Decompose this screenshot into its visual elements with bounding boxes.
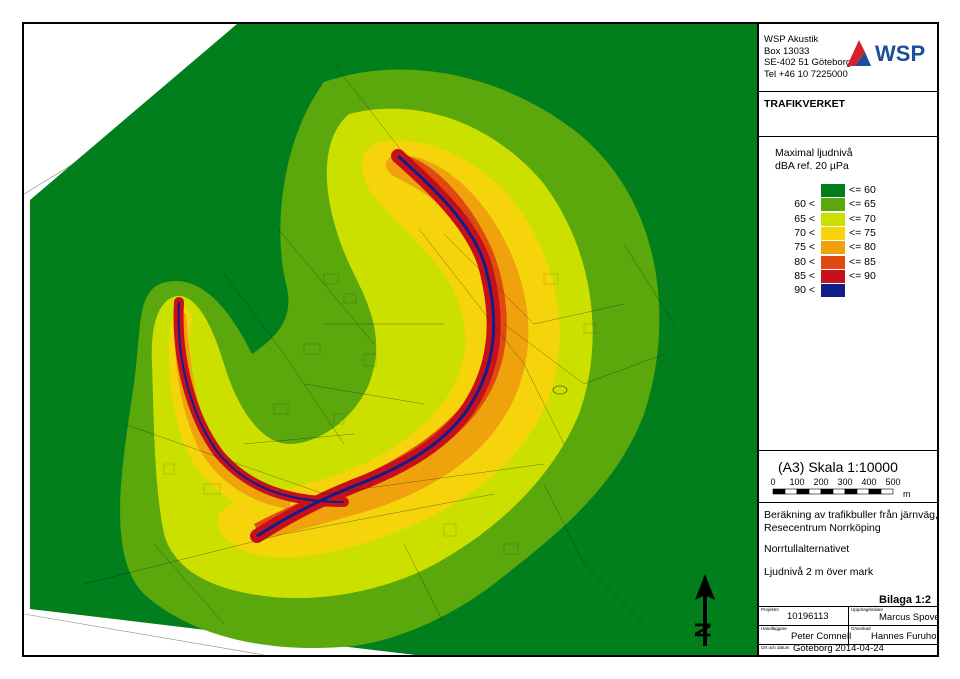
legend-row: 65 < <= 70	[759, 212, 937, 227]
description-line1: Beräkning av trafikbuller från järnväg,	[764, 509, 938, 521]
drawing-frame: N WSP Akustik Box 13033 SE-402 51 Götebo…	[22, 22, 939, 657]
cell-project: Projektnr 10196113	[759, 606, 849, 625]
legend-row: 75 < <= 80	[759, 241, 937, 255]
height-label: Ljudnivå 2 m över mark	[764, 566, 874, 578]
scale-tick-label: 500	[885, 477, 900, 487]
description-line2: Resecentrum Norrköping	[764, 521, 881, 534]
handler-label: Handläggare	[761, 626, 787, 631]
scale-tick-label: 0	[770, 477, 775, 487]
legend-swatch	[821, 284, 845, 298]
zone-75-80	[256, 155, 529, 539]
north-arrow-icon: N	[690, 574, 715, 646]
legend-low-label: 70 <	[794, 226, 815, 239]
scale-segment	[796, 488, 810, 495]
cell-handler: Handläggare Peter Comnell	[759, 625, 852, 644]
legend-swatch	[821, 184, 845, 197]
noise-contour-map	[24, 24, 757, 655]
cell-place-date: Ort och datum Göteborg 2014-04-24	[759, 643, 937, 655]
scale-segment	[832, 488, 846, 495]
legend-row: 85 < <= 90	[759, 269, 937, 284]
scale-segment	[784, 488, 798, 495]
manager-name: Marcus Spovell	[879, 612, 939, 623]
cell-manager: Uppdragsledare Marcus Spovell	[849, 606, 939, 625]
legend-panel: WSP Akustik Box 13033 SE-402 51 Göteborg…	[757, 24, 937, 655]
manager-label: Uppdragsledare	[851, 607, 884, 612]
project-label: Projektnr	[761, 607, 780, 612]
legend-low-label: 65 <	[794, 212, 815, 225]
legend-swatch	[821, 241, 845, 255]
legend-row: <= 60	[759, 184, 937, 198]
project-number: 10196113	[787, 611, 829, 622]
legend-title-line2: dBA ref. 20 µPa	[775, 159, 849, 172]
legend-title: Maximal ljudnivå dBA ref. 20 µPa	[775, 147, 853, 172]
handler-name: Peter Comnell	[791, 631, 852, 642]
company-name: WSP Akustik	[764, 34, 819, 45]
scale-title: (A3) Skala 1:10000	[778, 459, 898, 475]
client-name: TRAFIKVERKET	[764, 98, 846, 110]
legend-high-label: <= 85	[849, 255, 876, 268]
legend-low-label: 80 <	[794, 255, 815, 268]
company-address: SE-402 51 Göteborg	[764, 57, 852, 68]
scale-segment	[856, 488, 870, 495]
place-date-label: Ort och datum	[761, 645, 790, 650]
scale-segment	[844, 488, 858, 495]
description: Beräkning av trafikbuller från järnväg, …	[764, 509, 938, 534]
scale-segment	[808, 488, 822, 495]
appendix-label: Bilaga 1:2	[879, 594, 931, 606]
legend-high-label: <= 90	[849, 269, 876, 282]
legend-row: 70 < <= 75	[759, 226, 937, 241]
wsp-logo: WSP	[847, 40, 925, 66]
legend-swatch	[821, 255, 845, 269]
scale-tick-label: 300	[837, 477, 852, 487]
legend-row: 80 < <= 85	[759, 255, 937, 270]
alternative-label: Norrtullalternativet	[764, 543, 850, 555]
legend-row: 60 < <= 65	[759, 198, 937, 212]
legend-swatch	[821, 198, 845, 212]
scale-unit: m	[903, 489, 911, 499]
legend-title-line1: Maximal ljudnivå	[775, 147, 853, 159]
scale-segment	[868, 488, 882, 495]
legend-high-label: <= 60	[849, 184, 876, 196]
place-date: Göteborg 2014-04-24	[793, 643, 884, 654]
company-info: WSP Akustik Box 13033 SE-402 51 Göteborg…	[764, 34, 851, 80]
street-lines	[83, 63, 675, 625]
legend-low-label: 90 <	[794, 284, 815, 297]
reviewer-name: Hannes Furuholm	[871, 631, 939, 642]
scale-segment	[880, 488, 894, 495]
company-box: Box 13033	[764, 45, 810, 57]
cell-reviewer: Granskad Hannes Furuholm	[849, 625, 939, 644]
legend-high-label: <= 70	[849, 212, 876, 225]
scale-tick-label: 100	[789, 477, 804, 487]
legend-low-label: 75 <	[794, 241, 815, 254]
legend-low-label: 85 <	[794, 269, 815, 282]
legend-swatch	[821, 212, 845, 226]
company-phone: Tel +46 10 7225000	[764, 68, 848, 80]
scale-segment	[772, 488, 786, 495]
legend-row: 90 <	[759, 284, 937, 298]
legend-high-label: <= 65	[849, 198, 876, 211]
reviewer-label: Granskad	[851, 626, 871, 631]
zone-gt90	[256, 154, 496, 538]
scale-tick-label: 200	[813, 477, 828, 487]
north-label: N	[690, 622, 715, 638]
legend-swatch	[821, 269, 845, 283]
legend-low-label: 60 <	[794, 198, 815, 211]
legend-high-label: <= 75	[849, 226, 876, 239]
scale-tick-label: 400	[861, 477, 876, 487]
wsp-logo-text: WSP	[875, 41, 925, 66]
zone-gt90-west	[177, 301, 345, 503]
noise-map[interactable]: N	[24, 24, 757, 655]
scale-segment	[820, 488, 834, 495]
legend-high-label: <= 80	[849, 241, 876, 254]
legend-swatch	[821, 226, 845, 240]
